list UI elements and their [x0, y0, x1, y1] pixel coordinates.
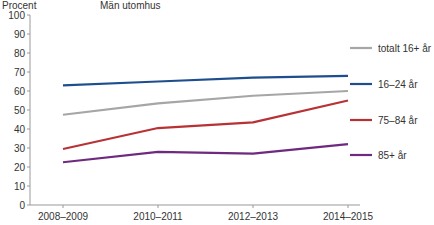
x-tick-label: 2014–2015 — [323, 211, 373, 222]
legend-swatch — [350, 119, 372, 121]
x-tick — [63, 205, 64, 208]
series-line — [63, 101, 348, 149]
y-tick-label: 70 — [14, 67, 26, 78]
x-tick — [348, 205, 349, 208]
legend-label: 75–84 år — [378, 115, 418, 126]
series-line — [63, 76, 348, 86]
y-tick-label: 80 — [14, 48, 26, 59]
y-axis — [30, 15, 31, 205]
legend-label: 85+ år — [378, 150, 407, 161]
legend-label: totalt 16+ år — [378, 43, 432, 54]
legend-swatch — [350, 154, 372, 156]
y-tick-label: 50 — [14, 105, 26, 116]
legend-label: 16–24 år — [378, 79, 418, 90]
x-axis — [30, 205, 360, 206]
y-tick-label: 30 — [14, 143, 26, 154]
series-group — [63, 76, 348, 162]
x-tick — [158, 205, 159, 208]
y-tick-label: 20 — [14, 162, 26, 173]
y-tick-label: 0 — [19, 200, 25, 211]
legend-swatch — [350, 47, 372, 49]
y-tick-label: 40 — [14, 124, 26, 135]
title: Män utomhus — [100, 0, 161, 11]
chart: ProcentMän utomhus0102030405060708090100… — [0, 0, 434, 225]
y-tick-label: 60 — [14, 86, 26, 97]
x-tick — [253, 205, 254, 208]
series-line — [63, 144, 348, 162]
x-tick-label: 2008–2009 — [38, 211, 88, 222]
x-tick-label: 2012–2013 — [228, 211, 278, 222]
y-tick-label: 100 — [8, 10, 25, 21]
x-tick-label: 2010–2011 — [133, 211, 183, 222]
y-tick-label: 10 — [14, 181, 26, 192]
y-tick-label: 90 — [14, 29, 26, 40]
legend-swatch — [350, 83, 372, 85]
